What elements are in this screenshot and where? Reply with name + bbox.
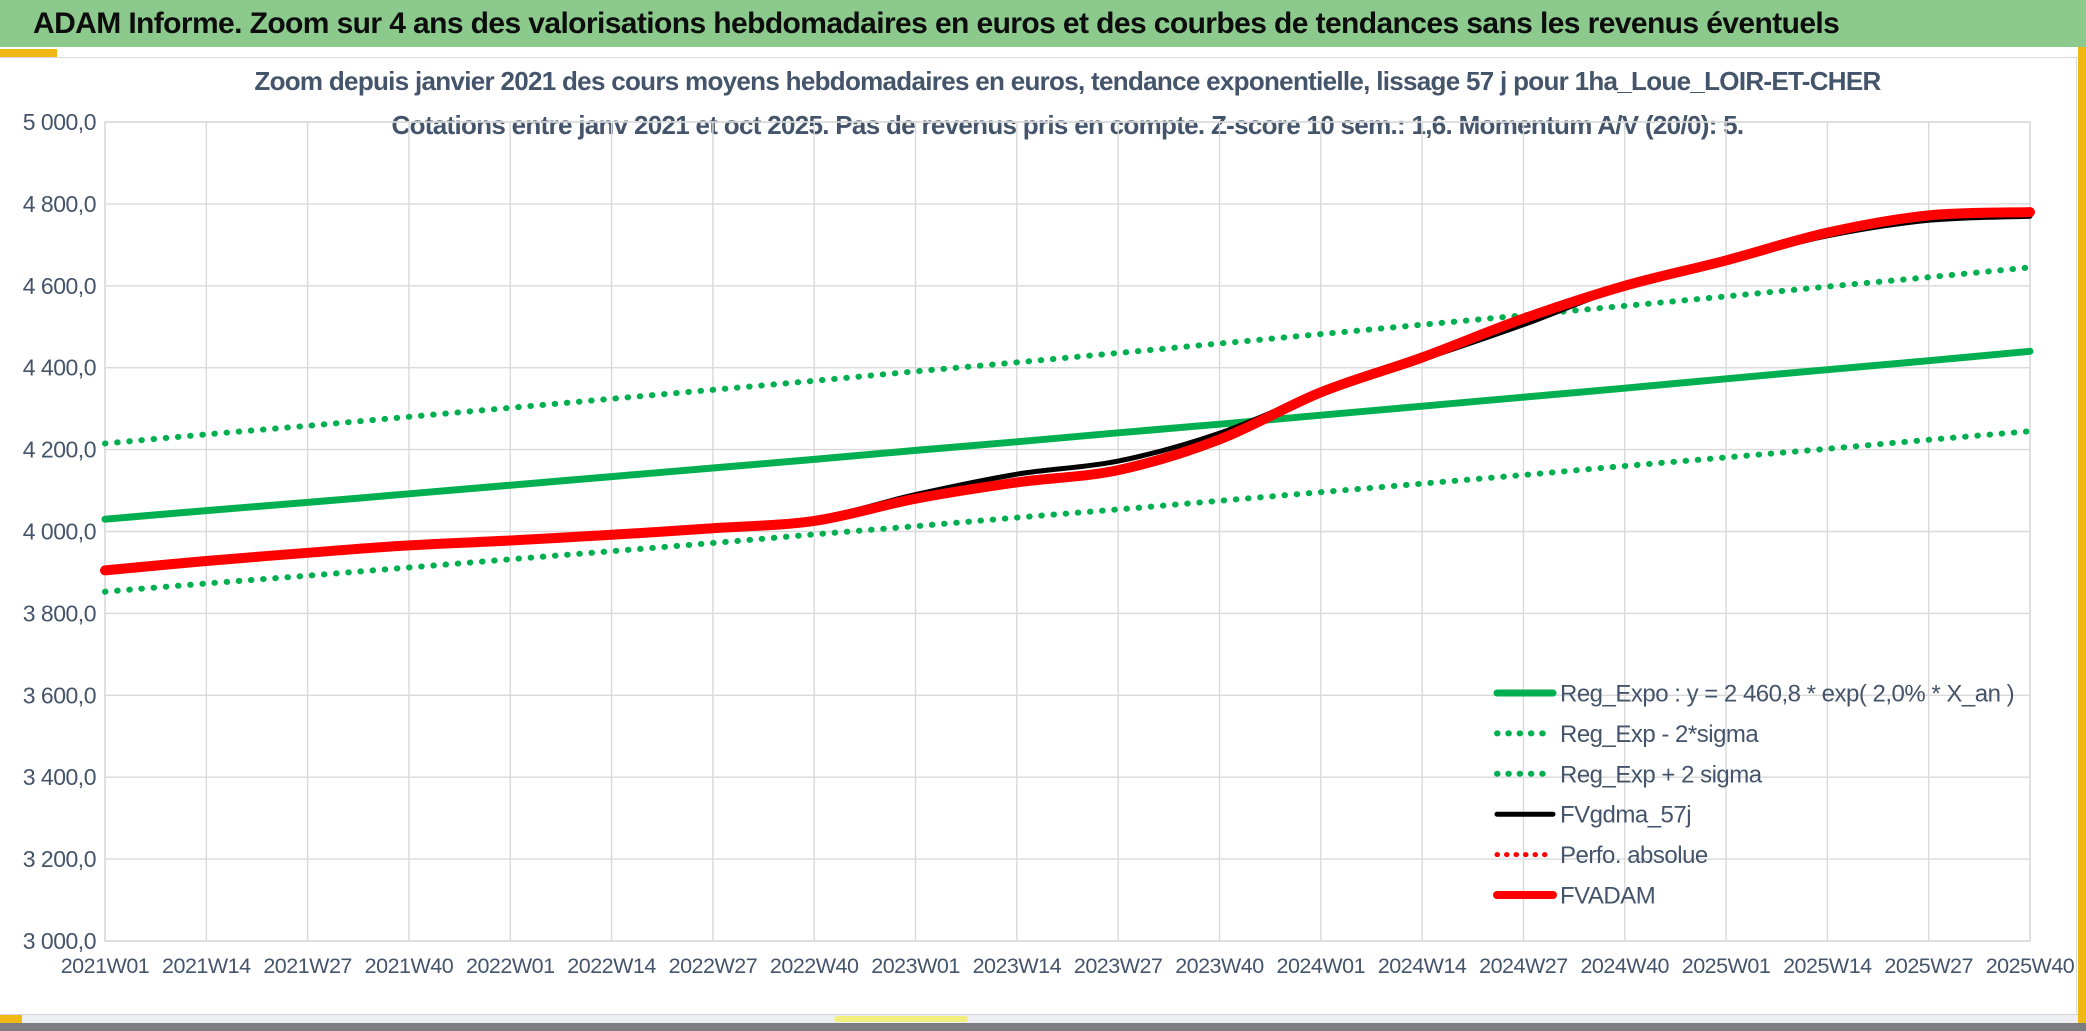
- x-axis-label: 2025W01: [1682, 954, 1771, 978]
- x-axis-label: 2023W01: [871, 954, 960, 978]
- legend-item[interactable]: Perfo. absolue: [1494, 842, 1708, 869]
- series-line-FVADAM[interactable]: [100, 207, 2035, 576]
- y-axis-label: 4 000,0: [23, 519, 96, 545]
- chart-frame-border-right: [2076, 57, 2077, 1014]
- y-axis-label: 3 800,0: [23, 600, 96, 626]
- chart-title: Zoom depuis janvier 2021 des cours moyen…: [254, 66, 1881, 96]
- x-axis-label: 2022W40: [770, 954, 859, 978]
- legend-label: Reg_Exp + 2 sigma: [1560, 761, 1763, 788]
- legend-item[interactable]: Reg_Exp - 2*sigma: [1494, 721, 1760, 748]
- legend-item[interactable]: FVgdma_57j: [1494, 802, 1692, 829]
- x-axis-label: 2023W40: [1175, 954, 1264, 978]
- legend-label: Reg_Exp - 2*sigma: [1560, 721, 1759, 748]
- y-axis-label: 3 000,0: [23, 928, 96, 954]
- y-axis-label: 4 400,0: [23, 355, 96, 381]
- x-axis-label: 2022W14: [567, 954, 656, 978]
- x-axis-label: 2021W14: [162, 954, 251, 978]
- series-line-Reg_Expo[interactable]: [101, 347, 2034, 523]
- series-line-Perfo[interactable]: [102, 209, 2033, 573]
- x-axis-label: 2021W01: [61, 954, 150, 978]
- x-axis-label: 2023W14: [973, 954, 1062, 978]
- header-bar: ADAM Informe. Zoom sur 4 ans des valoris…: [0, 0, 2086, 47]
- y-axis-label: 4 600,0: [23, 273, 96, 299]
- legend-item[interactable]: Reg_Exp + 2 sigma: [1494, 761, 1763, 788]
- series-line-FVgdma_57j[interactable]: [102, 213, 2033, 573]
- y-axis-label: 4 800,0: [23, 191, 96, 217]
- series-line-Reg_Exp[interactable]: [102, 264, 2033, 447]
- y-axis-label: 3 400,0: [23, 764, 96, 790]
- x-axis-label: 2025W40: [1986, 954, 2075, 978]
- x-axis-label: 2025W14: [1783, 954, 1872, 978]
- bottom-yellow-segment: [834, 1016, 968, 1022]
- x-axis-label: 2021W40: [365, 954, 454, 978]
- gold-corner-notch: [0, 49, 57, 57]
- x-axis-label: 2023W27: [1074, 954, 1163, 978]
- legend-label: FVADAM: [1560, 883, 1655, 910]
- legend-item[interactable]: Reg_Expo : y = 2 460,8 * exp( 2,0% * X_a…: [1493, 681, 2015, 708]
- plot-border: [104, 121, 2031, 942]
- series-line-Reg_Exp[interactable]: [102, 428, 2033, 595]
- x-axis-label: 2022W27: [669, 954, 758, 978]
- x-axis-label: 2024W01: [1277, 954, 1366, 978]
- header-title: ADAM Informe. Zoom sur 4 ans des valoris…: [33, 6, 1840, 40]
- bottom-window-edge: [0, 1023, 2086, 1031]
- y-axis-label: 3 200,0: [23, 846, 96, 872]
- x-axis-label: 2024W14: [1378, 954, 1467, 978]
- legend-item[interactable]: FVADAM: [1493, 883, 1656, 910]
- x-axis-label: 2022W01: [466, 954, 555, 978]
- x-axis-label: 2024W40: [1580, 954, 1669, 978]
- y-axis-label: 4 200,0: [23, 437, 96, 463]
- x-axis-label: 2025W27: [1884, 954, 1973, 978]
- y-axis-label: 3 600,0: [23, 682, 96, 708]
- chart-subtitle: Cotations entre janv 2021 et oct 2025. P…: [391, 110, 1745, 140]
- bottom-gold-square: [0, 1015, 22, 1023]
- legend-label: Reg_Expo : y = 2 460,8 * exp( 2,0% * X_a…: [1560, 681, 2014, 708]
- legend-label: FVgdma_57j: [1560, 802, 1691, 829]
- x-axis-label: 2021W27: [263, 954, 352, 978]
- x-axis-label: 2024W27: [1479, 954, 1568, 978]
- y-axis-label: 5 000,0: [23, 109, 96, 135]
- chart-frame-border: [0, 57, 2078, 58]
- sheet-gold-strip: [2078, 47, 2086, 1031]
- legend-label: Perfo. absolue: [1560, 842, 1708, 869]
- bottom-scroll-bar[interactable]: [0, 1014, 2078, 1024]
